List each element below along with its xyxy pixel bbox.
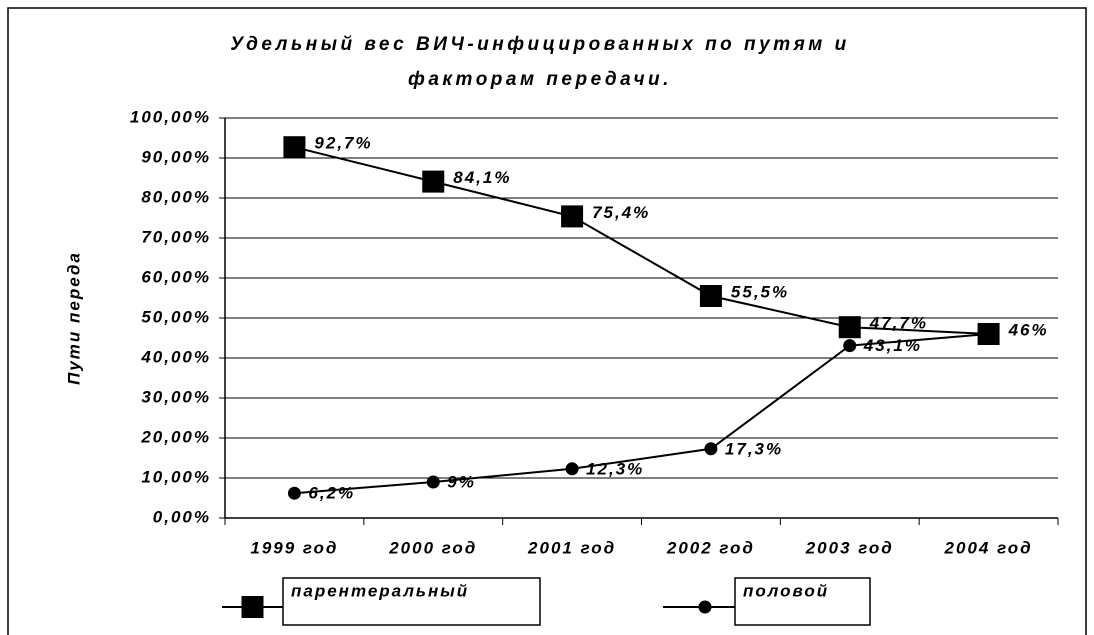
marker bbox=[426, 475, 440, 489]
y-tick-label: 50,00% bbox=[141, 307, 211, 326]
y-tick-label: 0,00% bbox=[153, 507, 211, 526]
x-tick-label: 2004 год bbox=[944, 538, 1033, 557]
y-tick-label: 40,00% bbox=[140, 347, 211, 366]
legend-marker bbox=[241, 596, 264, 618]
x-tick-label: 2001 год bbox=[527, 538, 616, 557]
marker bbox=[838, 316, 861, 339]
data-label: 47,7% bbox=[869, 314, 928, 333]
y-tick-label: 70,00% bbox=[141, 227, 211, 246]
chart-title: факторам передачи. bbox=[408, 69, 672, 90]
x-tick-label: 2003 год bbox=[805, 538, 894, 557]
data-label: 43,1% bbox=[863, 336, 922, 355]
marker bbox=[287, 486, 301, 500]
legend-label: парентеральный bbox=[291, 581, 469, 600]
marker bbox=[561, 205, 584, 228]
legend-box bbox=[734, 577, 871, 626]
data-label: 6,2% bbox=[308, 484, 355, 503]
legend-marker bbox=[698, 600, 712, 614]
x-tick-label: 2002 год bbox=[666, 538, 755, 557]
data-label: 75,4% bbox=[592, 203, 650, 222]
y-tick-label: 90,00% bbox=[141, 147, 211, 166]
marker bbox=[843, 339, 857, 353]
series-line bbox=[294, 333, 989, 495]
data-label: 92,7% bbox=[314, 134, 372, 153]
y-tick-label: 10,00% bbox=[141, 467, 211, 486]
marker bbox=[283, 136, 306, 159]
legend-label: половой bbox=[743, 581, 829, 600]
series-line bbox=[294, 146, 989, 335]
marker bbox=[982, 327, 996, 341]
marker bbox=[699, 285, 722, 307]
data-label: 17,3% bbox=[725, 439, 783, 458]
chart-title: Удельный вес ВИЧ-инфицированных по путям… bbox=[230, 34, 850, 55]
x-tick-label: 1999 год bbox=[250, 538, 338, 557]
data-label: 46% bbox=[1008, 320, 1049, 339]
y-tick-label: 80,00% bbox=[141, 187, 211, 206]
data-label: 84,1% bbox=[453, 168, 511, 187]
data-label: 55,5% bbox=[731, 282, 789, 301]
y-tick-label: 100,00% bbox=[130, 107, 211, 126]
marker bbox=[422, 170, 445, 193]
marker bbox=[704, 442, 718, 456]
y-tick-label: 30,00% bbox=[141, 387, 211, 406]
y-axis-label: Пути переда bbox=[64, 251, 83, 385]
chart-border bbox=[7, 7, 1087, 635]
data-label: 9% bbox=[447, 472, 476, 491]
y-tick-label: 60,00% bbox=[141, 267, 211, 286]
y-tick-label: 20,00% bbox=[140, 427, 211, 446]
marker bbox=[565, 462, 579, 476]
legend-box bbox=[282, 577, 541, 626]
data-label: 12,3% bbox=[586, 459, 644, 478]
x-tick-label: 2000 год bbox=[388, 538, 477, 557]
